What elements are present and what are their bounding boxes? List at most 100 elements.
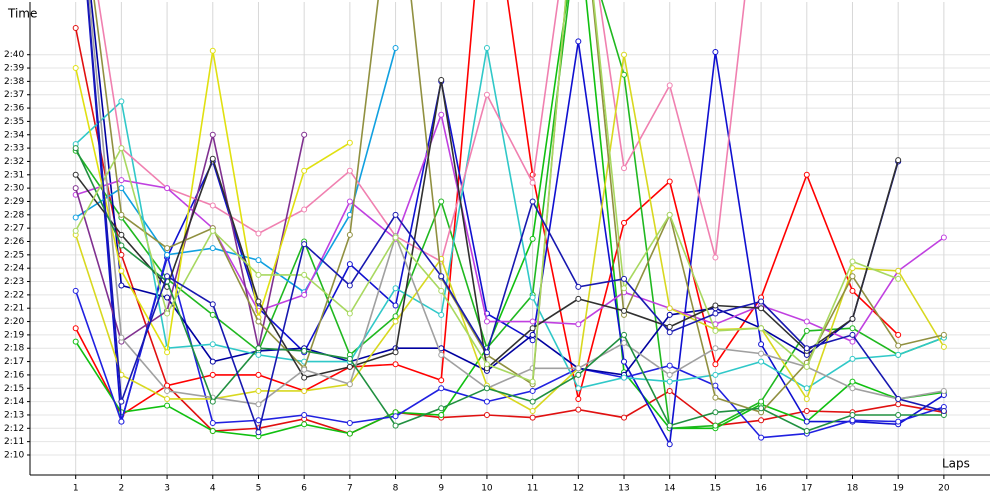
y-tick-label: 2:12 xyxy=(4,424,24,434)
data-point xyxy=(803,327,810,334)
data-point xyxy=(666,441,673,448)
series-line xyxy=(75,0,945,430)
x-tick-label: 11 xyxy=(527,484,538,494)
data-point xyxy=(483,318,490,325)
y-tick-label: 2:27 xyxy=(4,224,24,234)
y-tick-label: 2:26 xyxy=(4,237,24,247)
y-tick-label: 2:38 xyxy=(4,77,24,87)
data-point xyxy=(118,145,125,152)
data-point xyxy=(849,355,856,362)
data-point xyxy=(575,283,582,290)
data-point xyxy=(438,111,445,118)
data-point xyxy=(849,315,856,322)
data-point xyxy=(301,387,308,394)
data-point xyxy=(438,198,445,205)
data-point xyxy=(575,395,582,402)
data-point xyxy=(758,341,765,348)
data-point xyxy=(758,405,765,412)
x-tick-label: 12 xyxy=(573,484,584,494)
y-tick-label: 2:23 xyxy=(4,277,24,287)
data-point xyxy=(164,402,171,409)
data-point xyxy=(301,421,308,428)
y-tick-label: 2:17 xyxy=(4,357,24,367)
tick-labels: 2:10 2:11 2:12 2:13 2:14 2:15 2:16 2:17 2:18 2:19… xyxy=(4,50,950,493)
data-point xyxy=(712,302,719,309)
data-point xyxy=(255,387,262,394)
y-tick-label: 2:34 xyxy=(4,130,24,140)
data-point xyxy=(301,366,308,373)
data-point xyxy=(255,371,262,378)
data-point xyxy=(392,361,399,368)
data-point xyxy=(392,302,399,309)
data-point xyxy=(666,311,673,318)
y-tick-label: 2:40 xyxy=(4,50,24,60)
data-point xyxy=(118,334,125,341)
y-tick-label: 2:32 xyxy=(4,157,24,167)
data-point xyxy=(255,429,262,436)
data-point xyxy=(438,311,445,318)
y-axis-title: Time xyxy=(7,7,37,21)
y-tick-label: 2:31 xyxy=(4,170,24,180)
data-point xyxy=(346,419,353,426)
data-point xyxy=(118,185,125,192)
series-line xyxy=(75,0,945,438)
data-point xyxy=(301,167,308,174)
data-point xyxy=(72,325,79,332)
data-point xyxy=(803,171,810,178)
data-point xyxy=(255,401,262,408)
data-point xyxy=(164,294,171,301)
data-point xyxy=(392,318,399,325)
data-point xyxy=(209,358,216,365)
data-point xyxy=(392,234,399,241)
data-point xyxy=(758,350,765,357)
data-point xyxy=(438,287,445,294)
data-point xyxy=(72,214,79,221)
data-point xyxy=(621,275,628,282)
data-point xyxy=(758,417,765,424)
data-point xyxy=(621,285,628,292)
data-point xyxy=(803,395,810,402)
data-point xyxy=(895,351,902,358)
y-tick-label: 2:11 xyxy=(4,437,24,447)
data-point xyxy=(575,38,582,45)
data-point xyxy=(621,165,628,172)
data-point xyxy=(712,49,719,56)
data-point xyxy=(346,363,353,370)
data-point xyxy=(712,394,719,401)
data-point xyxy=(72,287,79,294)
data-point xyxy=(438,377,445,384)
y-tick-label: 2:22 xyxy=(4,290,24,300)
x-tick-label: 4 xyxy=(210,484,216,494)
x-tick-label: 19 xyxy=(892,484,904,494)
data-point xyxy=(712,409,719,416)
data-point xyxy=(712,371,719,378)
data-point xyxy=(666,211,673,218)
series-line xyxy=(97,0,746,263)
x-tick-label: 13 xyxy=(618,484,629,494)
y-tick-label: 2:33 xyxy=(4,144,24,154)
series-line xyxy=(88,0,945,406)
data-point xyxy=(529,235,536,242)
data-point xyxy=(803,363,810,370)
data-point xyxy=(438,77,445,84)
data-point xyxy=(621,71,628,78)
data-point xyxy=(301,271,308,278)
data-point xyxy=(666,305,673,312)
data-point xyxy=(118,98,125,105)
data-point xyxy=(621,51,628,58)
data-point xyxy=(346,430,353,437)
y-tick-label: 2:15 xyxy=(4,384,24,394)
series-line xyxy=(86,0,945,447)
data-point xyxy=(255,345,262,352)
y-tick-label: 2:30 xyxy=(4,184,24,194)
x-tick-label: 20 xyxy=(938,484,950,494)
data-point xyxy=(209,419,216,426)
data-point xyxy=(301,131,308,138)
data-point xyxy=(483,349,490,356)
y-tick-label: 2:20 xyxy=(4,317,24,327)
data-point xyxy=(118,251,125,258)
data-point xyxy=(483,45,490,52)
data-point xyxy=(712,310,719,317)
data-point xyxy=(895,395,902,402)
